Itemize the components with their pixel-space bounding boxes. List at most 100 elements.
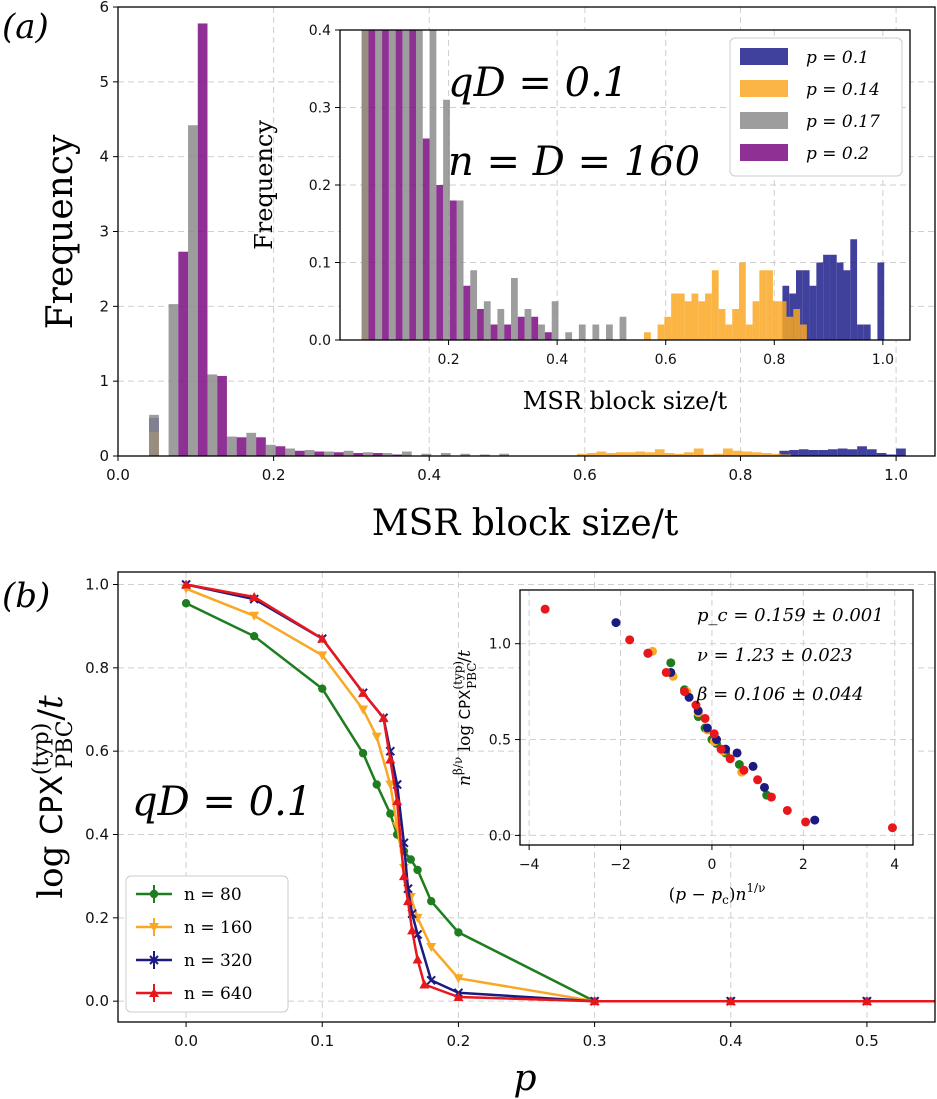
panel-a-bar-series-0 <box>828 449 838 456</box>
panel-a-bar-series-3 <box>178 251 189 456</box>
inset-a-bar-series-0 <box>877 262 885 340</box>
inset-a-bar-series-2 <box>565 332 573 340</box>
inset-a-bar-series-2 <box>483 301 491 340</box>
series-3-marker <box>249 592 260 601</box>
series-0-marker <box>249 631 259 641</box>
inset-a-bar-series-2 <box>511 278 518 340</box>
panel-a-bar-series-2 <box>168 304 179 456</box>
inset-b-x-tick-label: −2 <box>610 857 631 873</box>
panel-a-bar-series-3 <box>295 450 305 456</box>
panel-b-frame <box>117 571 936 1023</box>
inset-a-bar-series-3 <box>477 309 484 340</box>
series-0-marker <box>318 684 327 693</box>
inset-b-x-tick-label: −4 <box>519 857 540 873</box>
legend-item-3-label: n = 640 <box>184 984 252 1004</box>
panel-a-bar-series-1 <box>606 453 616 456</box>
inset-a-bar-series-2 <box>497 309 505 340</box>
inset-a-y-tick-label: 0.2 <box>309 178 331 194</box>
series-1-marker <box>358 705 369 715</box>
panel-a-bar-series-0 <box>866 449 877 456</box>
scatter-point-series-3 <box>700 713 710 723</box>
series-3-marker <box>419 979 430 989</box>
panel-b-x-tick-label: 0.0 <box>174 1032 198 1050</box>
svg-text:nβ/ν log CPX(typ)PBC/t: nβ/ν log CPX(typ)PBC/t <box>451 650 479 786</box>
panel-a-bar-series-0 <box>779 450 790 456</box>
inset-a-annotation-n: n = D = 160 <box>448 139 700 185</box>
inset-a-histogram <box>361 30 885 340</box>
panel-a-bar-series-1 <box>742 451 753 456</box>
scatter-point-series-2 <box>732 748 742 758</box>
scatter-point-series-3 <box>739 765 749 775</box>
panel-a-bar-series-1 <box>713 453 723 456</box>
panel-a-bar-series-0 <box>857 446 867 456</box>
panel-a-bar-series-2 <box>246 432 257 456</box>
scatter-point-series-3 <box>709 729 719 739</box>
panel-a-bar-series-2 <box>207 374 218 456</box>
series-0-marker <box>358 749 368 758</box>
series-3-marker <box>412 954 423 964</box>
inset-a-bar-series-2 <box>443 99 450 340</box>
series-1-marker <box>317 651 328 661</box>
panel-a-bar-series-3 <box>236 437 247 456</box>
inset-a-y-axis-label: Frequency <box>250 120 278 250</box>
inset-a-x-tick-label: 1.0 <box>872 352 894 368</box>
inset-a-bar-series-2 <box>578 324 586 340</box>
series-3-marker <box>453 992 464 1001</box>
panel-a-bar-series-0 <box>886 454 897 456</box>
panel-a-bar-series-0 <box>847 449 858 456</box>
panel-a-y-axis-label: Frequency <box>40 134 81 329</box>
inset-a-bar-series-1 <box>766 270 773 340</box>
inset-a-bar-series-3 <box>463 285 471 340</box>
scatter-point-series-3 <box>801 817 811 827</box>
panel-a-bar-series-1 <box>693 448 704 456</box>
panel-a-bar-series-1 <box>771 453 782 456</box>
series-2-marker <box>385 746 396 756</box>
inset-b-background <box>520 590 913 845</box>
panel-a-bar-series-2 <box>265 444 276 456</box>
inset-b-fit-pc: p_c = 0.159 ± 0.001 <box>697 605 884 626</box>
panel-a-bar-series-1 <box>732 450 743 456</box>
scatter-point-series-3 <box>766 792 776 802</box>
legend-label-2: p = 0.17 <box>806 112 880 132</box>
inset-a-bar-series-0 <box>796 270 803 340</box>
legend-label-0: p = 0.1 <box>806 48 869 68</box>
panel-a-bar-series-1 <box>722 448 733 456</box>
panel-a-bar-series-1 <box>781 454 792 456</box>
inset-a-bar-series-0 <box>809 285 817 340</box>
inset-b-y-tick-label: 0.5 <box>489 733 511 749</box>
panel-a-bar-series-2 <box>324 451 334 456</box>
inset-a-bar-series-0 <box>863 324 871 340</box>
inset-a-bar-series-2 <box>429 30 437 340</box>
inset-a-bar-series-2 <box>470 270 478 340</box>
panel-a-bar-series-0 <box>789 450 799 456</box>
legend-swatch-1 <box>740 80 788 97</box>
panel-b-y-tick-label: 0.8 <box>85 659 109 677</box>
series-1-marker <box>426 943 437 952</box>
panel-a-bar-series-2 <box>304 450 315 456</box>
panel-a-y-tick-label: 1 <box>99 372 109 390</box>
series-3-marker <box>378 712 389 722</box>
inset-a-bar-series-1 <box>644 332 651 340</box>
panel-a-bar-series-1 <box>761 453 772 456</box>
legend-item-0-marker <box>149 889 159 899</box>
inset-a-bar-series-1 <box>671 293 678 340</box>
panel-a-bar-series-2 <box>421 453 432 456</box>
panel-a-y-tick-label: 4 <box>99 148 109 166</box>
inset-a-bar-series-3 <box>422 138 430 340</box>
inset-a-bar-series-0 <box>843 270 851 340</box>
inset-a-bar-series-1 <box>705 293 712 340</box>
panel-a-label: (a) <box>2 7 49 47</box>
series-3-marker <box>317 633 328 643</box>
panel-a-bar-series-0 <box>808 450 819 456</box>
series-0-marker <box>372 780 381 789</box>
panel-b-x-tick-label: 0.5 <box>855 1032 879 1050</box>
inset-a-bar-series-1 <box>691 293 699 340</box>
panel-a-bar-series-1 <box>684 452 694 456</box>
inset-a-bar-series-1 <box>759 270 767 340</box>
panel-a-bar-series-0 <box>837 448 848 456</box>
inset-b-scatter <box>540 604 897 833</box>
inset-a-bar-series-1 <box>698 301 706 340</box>
inset-a-annotation-qd: qD = 0.1 <box>448 60 628 106</box>
inset-a-bar-series-2 <box>538 324 545 340</box>
